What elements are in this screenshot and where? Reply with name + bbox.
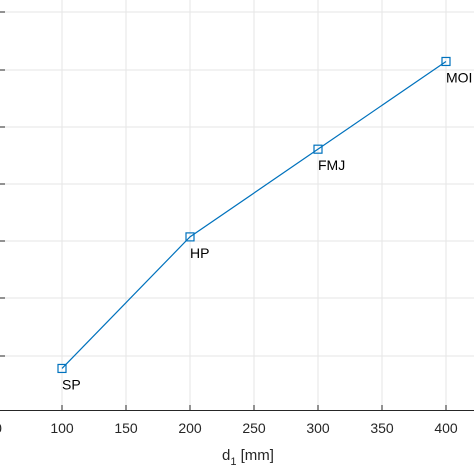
x-tick-label: 400: [434, 420, 458, 436]
data-point-label: SP: [62, 376, 81, 392]
data-point-label: MOI: [446, 69, 472, 85]
x-tick-label: 350: [370, 420, 394, 436]
data-point-marker: [441, 56, 451, 67]
data-point-marker: [57, 363, 67, 374]
x-axis-title-unit: [mm]: [236, 447, 274, 464]
x-tick-label: 0: [0, 420, 2, 436]
x-tick-label: 250: [242, 420, 266, 436]
data-point-label: HP: [190, 245, 209, 261]
point-labels: SP HP FMJ MOI: [62, 69, 472, 392]
x-tick-label: 200: [178, 420, 202, 436]
x-tick-label: 150: [114, 420, 138, 436]
grid: [0, 0, 474, 410]
data-point-label: FMJ: [318, 157, 345, 173]
series: [57, 56, 451, 374]
ticks: 0 100 150 200 250 300 350 400: [0, 11, 458, 436]
x-axis-title-sub: 1: [230, 456, 236, 468]
x-tick-label: 100: [50, 420, 74, 436]
x-axis-title-main: d: [222, 447, 230, 464]
data-point-marker: [185, 232, 195, 242]
x-tick-label: 300: [306, 420, 330, 436]
data-point-marker: [313, 144, 323, 154]
series-line: [61, 60, 447, 369]
x-axis-title: d1 [mm]: [222, 447, 274, 468]
